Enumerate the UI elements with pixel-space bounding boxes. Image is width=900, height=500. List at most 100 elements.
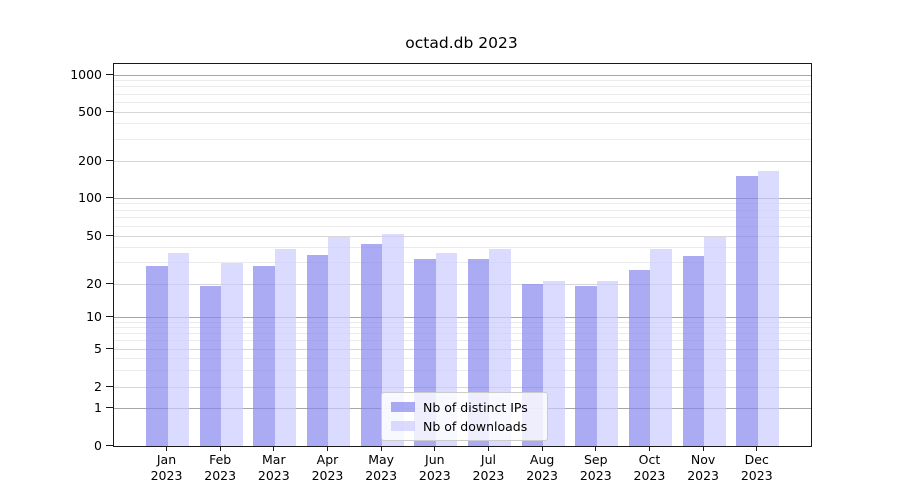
sub-gridline [114, 283, 811, 285]
y-tick-mark [106, 282, 113, 284]
bar-distinct-ips-dec [736, 176, 758, 446]
minor-gridline [114, 327, 811, 329]
y-tick-mark [106, 159, 113, 161]
bar-distinct-ips-may [360, 243, 383, 446]
legend: Nb of distinct IPs Nb of downloads [381, 392, 548, 441]
x-tick-label: Jun 2023 [418, 452, 451, 483]
y-tick-mark [106, 196, 113, 198]
x-tick-label: Apr 2023 [311, 452, 344, 483]
y-tick-label: 1000 [70, 66, 102, 82]
x-tick-label: Oct 2023 [633, 452, 666, 483]
x-tick-mark [756, 446, 758, 451]
minor-gridline [114, 340, 811, 342]
x-tick-mark [648, 446, 651, 451]
y-tick-mark [106, 110, 113, 112]
y-tick-label: 10 [86, 309, 102, 324]
legend-item-downloads: Nb of downloads [382, 418, 547, 434]
minor-gridline [114, 123, 811, 125]
x-tick-mark [326, 446, 329, 451]
sub-gridline [114, 386, 811, 388]
minor-gridline [114, 333, 811, 335]
x-tick-mark [541, 446, 543, 451]
x-tick-label: Mar 2023 [257, 452, 290, 483]
legend-label-downloads: Nb of downloads [423, 418, 528, 434]
minor-gridline [114, 262, 811, 264]
x-tick-mark [273, 446, 275, 451]
sub-gridline [114, 160, 811, 162]
minor-gridline [114, 321, 811, 323]
sub-gridline [114, 235, 811, 237]
y-tick-label: 1 [94, 399, 102, 415]
minor-gridline [114, 369, 811, 371]
x-tick-label: Dec 2023 [740, 452, 773, 483]
x-tick-mark [487, 446, 490, 451]
chart-title: octad.db 2023 [405, 34, 518, 52]
bar-downloads-apr [328, 237, 350, 446]
minor-gridline [114, 138, 811, 140]
minor-gridline [114, 225, 811, 227]
major-gridline [114, 197, 811, 199]
minor-gridline [114, 217, 811, 219]
legend-label-distinct-ips: Nb of distinct IPs [423, 399, 528, 415]
legend-swatch-distinct-ips [391, 402, 415, 412]
major-gridline [114, 74, 811, 76]
minor-gridline [114, 357, 811, 359]
y-tick-mark [106, 444, 113, 446]
x-tick-mark [380, 446, 382, 451]
y-tick-mark [106, 73, 113, 75]
x-tick-label: Aug 2023 [526, 452, 559, 483]
bar-distinct-ips-apr [306, 254, 329, 446]
y-tick-mark [106, 385, 113, 387]
bar-distinct-ips-mar [253, 266, 275, 446]
bar-downloads-feb [221, 262, 243, 446]
y-tick-label: 2 [94, 378, 102, 394]
bar-downloads-sep [596, 281, 619, 446]
bar-distinct-ips-jan [146, 266, 168, 446]
x-tick-mark [595, 446, 597, 451]
y-tick-label: 0 [94, 437, 102, 453]
plot-area: Nb of distinct IPs Nb of downloads [113, 63, 812, 447]
y-tick-mark [106, 234, 113, 236]
x-tick-label: Sep 2023 [579, 452, 612, 483]
bar-downloads-mar [274, 249, 297, 446]
bar-downloads-nov [704, 237, 726, 446]
bar-downloads-oct [650, 249, 672, 446]
y-tick-mark [106, 347, 113, 349]
sub-gridline [114, 111, 811, 113]
x-tick-mark [165, 446, 168, 451]
y-tick-label: 100 [78, 189, 102, 205]
minor-gridline [114, 203, 811, 205]
x-tick-label: Jan 2023 [150, 452, 183, 483]
minor-gridline [114, 101, 811, 103]
y-tick-label: 200 [78, 152, 102, 168]
bar-distinct-ips-feb [199, 286, 222, 446]
bar-downloads-jan [167, 253, 189, 446]
sub-gridline [114, 348, 811, 350]
major-gridline [114, 317, 811, 318]
x-tick-mark [434, 446, 436, 451]
legend-item-distinct-ips: Nb of distinct IPs [382, 399, 547, 415]
legend-swatch-downloads [391, 421, 415, 431]
y-tick-label: 5 [94, 340, 102, 356]
minor-gridline [114, 247, 811, 249]
minor-gridline [114, 86, 811, 88]
x-tick-label: Nov 2023 [687, 452, 719, 483]
y-tick-mark [106, 406, 113, 408]
x-tick-label: Feb 2023 [204, 452, 237, 483]
y-tick-label: 500 [78, 103, 102, 119]
bar-distinct-ips-nov [682, 256, 705, 446]
minor-gridline [114, 80, 811, 82]
y-tick-label: 50 [86, 227, 102, 243]
minor-gridline [114, 209, 811, 211]
x-tick-mark [219, 446, 221, 451]
bar-distinct-ips-oct [628, 270, 651, 446]
bar-distinct-ips-sep [575, 286, 597, 446]
y-tick-mark [106, 316, 113, 318]
bar-downloads-aug [543, 281, 565, 446]
y-tick-label: 20 [86, 275, 102, 291]
x-tick-mark [702, 446, 704, 451]
bar-downloads-dec [757, 171, 780, 446]
minor-gridline [114, 93, 811, 95]
x-tick-label: Jul 2023 [472, 452, 505, 483]
